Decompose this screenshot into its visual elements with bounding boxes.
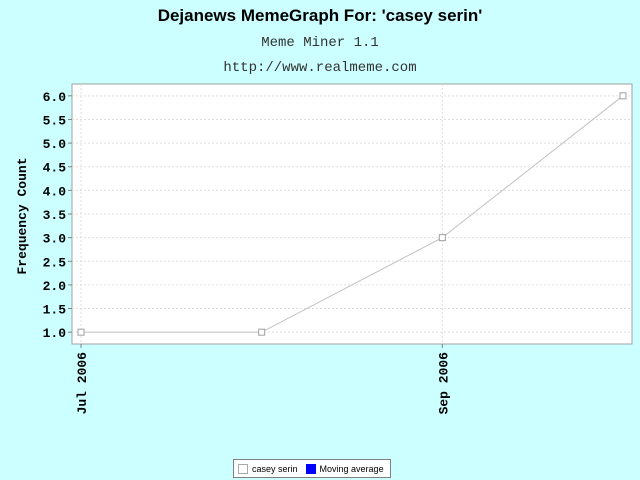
y-tick-label: 2.5 [43,255,67,270]
data-point [77,328,85,336]
y-tick-label: 4.0 [43,184,67,199]
series-line-casey-serin [81,95,624,333]
series-points [77,92,627,336]
y-tick-label: 3.5 [43,208,67,223]
y-tick-label: 1.0 [43,326,67,341]
data-point [438,234,446,242]
chart-title: Dejanews MemeGraph For: 'casey serin' [157,6,483,25]
chart-subtitle-version: Meme Miner 1.1 [261,35,379,51]
y-tick-label: 5.5 [43,113,67,128]
data-point [258,328,266,336]
legend-label-casey-serin: casey serin [252,463,298,474]
y-tick-label: 5.0 [43,137,67,152]
y-axis-label: Frequency Count [15,157,30,274]
y-tick-label: 4.5 [43,161,67,176]
data-point [619,92,627,100]
y-axis-ticks: 1.0 1.5 2.0 2.5 3.0 3.5 4.0 4.5 5.0 5.5 6.0 [43,90,72,341]
legend-swatch-moving-average [305,463,316,474]
chart-legend: casey serin Moving average [233,459,391,478]
y-tick-label: 1.5 [43,303,67,318]
y-tick-label: 3.0 [43,232,67,247]
legend-swatch-casey-serin [238,463,248,474]
x-axis-ticks: Jul 2006 Sep 2006 [75,344,451,414]
y-tick-label: 6.0 [43,90,67,105]
y-tick-label: 2.0 [43,279,67,294]
legend-label-moving-average: Moving average [319,463,384,474]
legend-item-moving-average: Moving average [305,463,384,474]
legend-item-casey-serin: casey serin [238,463,298,474]
series-lines [81,95,624,333]
x-tick-label: Sep 2006 [436,352,451,415]
x-tick-label: Jul 2006 [75,352,90,415]
chart-subtitle-url: http://www.realmeme.com [223,60,417,76]
